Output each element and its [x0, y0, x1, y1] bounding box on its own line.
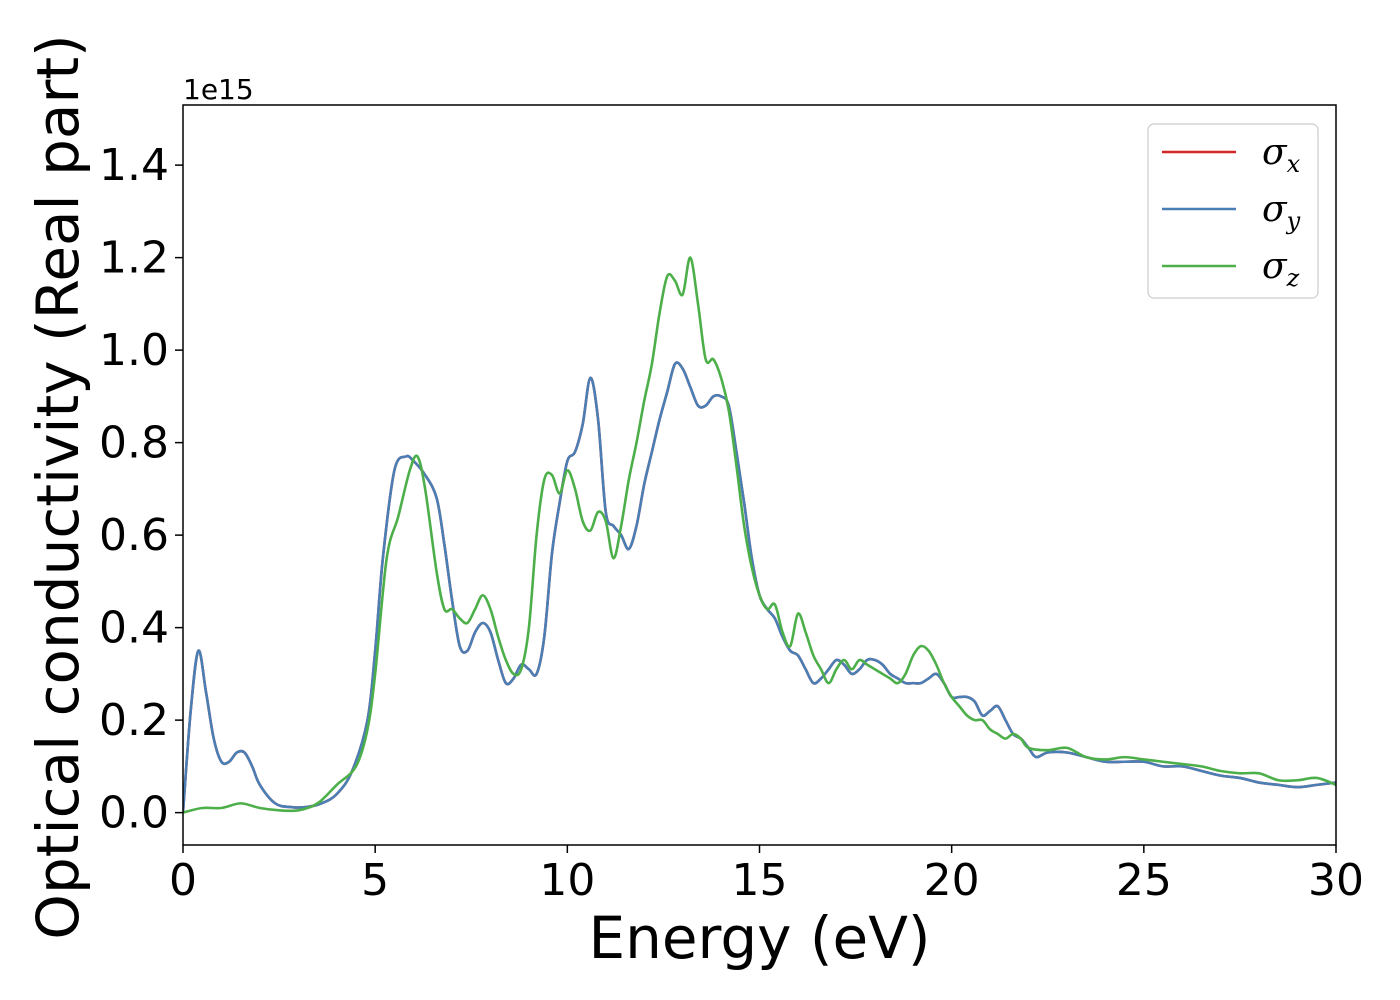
y-tick-label: 0.2: [99, 695, 169, 746]
y-offset-label: 1e15: [183, 73, 254, 106]
y-tick-label: 0.4: [99, 603, 169, 654]
y-tick-label: 0.0: [99, 788, 169, 839]
y-axis-title: Optical conductivity (Real part): [24, 34, 92, 939]
legend-label-x: σx: [1262, 132, 1301, 178]
x-tick-label: 5: [361, 855, 389, 906]
x-tick-label: 20: [924, 855, 980, 906]
y-tick-label: 1.4: [99, 140, 169, 191]
x-axis-title: Energy (eV): [588, 904, 930, 972]
legend: σx σy σz: [1147, 123, 1319, 299]
x-tick-label: 0: [169, 855, 197, 906]
x-tick-label: 15: [732, 855, 788, 906]
y-axis: 0.0 0.2 0.4 0.6 0.8 1.0 1.2 1.4: [99, 140, 183, 839]
x-tick-label: 25: [1116, 855, 1172, 906]
legend-label-y: σy: [1262, 189, 1301, 235]
x-axis: 0 5 10 15 20 25 30: [169, 845, 1364, 906]
legend-frame: [1147, 123, 1319, 299]
y-tick-label: 1.0: [99, 325, 169, 376]
x-tick-label: 30: [1308, 855, 1364, 906]
y-tick-label: 0.8: [99, 418, 169, 469]
series-line-y: [183, 361, 1336, 813]
series-layer: [183, 256, 1336, 814]
y-tick-label: 0.6: [99, 510, 169, 561]
x-tick-label: 10: [539, 855, 595, 906]
legend-label-z: σz: [1262, 246, 1300, 292]
series-line-z: [183, 256, 1336, 814]
y-tick-label: 1.2: [99, 233, 169, 284]
